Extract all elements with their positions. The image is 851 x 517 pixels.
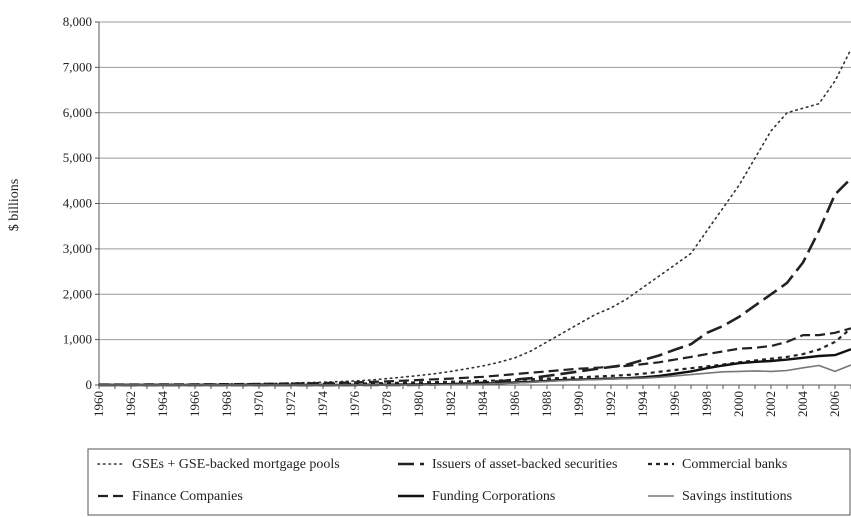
y-tick-label: 5,000	[63, 150, 92, 165]
x-tick-label: 1986	[507, 391, 522, 418]
x-tick-label: 1984	[475, 391, 490, 418]
x-tick-label: 2002	[763, 391, 778, 417]
legend-label-3: Finance Companies	[132, 489, 243, 504]
x-tick-label: 1994	[635, 391, 650, 418]
y-tick-label: 7,000	[63, 59, 92, 74]
y-axis-title: $ billions	[7, 179, 22, 232]
x-tick-label: 1988	[539, 391, 554, 417]
x-tick-label: 1978	[379, 391, 394, 417]
x-tick-label: 1972	[283, 391, 298, 417]
x-tick-label: 1962	[123, 391, 138, 417]
x-tick-label: 2000	[731, 391, 746, 417]
x-tick-label: 1982	[443, 391, 458, 417]
x-tick-label: 1970	[251, 391, 266, 417]
x-tick-label: 1996	[667, 391, 682, 418]
series-line-0	[98, 48, 851, 386]
x-axis: 1960 1962 1964 1966 1968 1970 1972 1974 1976 1978…	[91, 384, 851, 418]
y-tick-label: 1,000	[63, 332, 92, 347]
plot-area	[98, 48, 851, 387]
x-tick-label: 1968	[219, 391, 234, 417]
x-tick-label: 2006	[827, 391, 842, 418]
y-tick-label: 2,000	[63, 286, 92, 301]
y-axis: 0 1,000 2,000 3,000 4,000 5,000 6,000 7,000 8,00…	[63, 14, 100, 392]
series-line-5	[99, 364, 851, 386]
x-tick-label: 1998	[699, 391, 714, 417]
x-tick-label: 1966	[187, 391, 202, 418]
x-tick-label: 1992	[603, 391, 618, 417]
legend-label-5: Savings institutions	[682, 489, 792, 504]
legend-box	[87, 448, 851, 516]
x-tick-label: 1990	[571, 391, 586, 417]
legend-label-4: Funding Corporations	[432, 489, 555, 504]
gridlines	[99, 21, 851, 341]
legend-label-0: GSEs + GSE-backed mortgage pools	[132, 457, 340, 472]
y-tick-label: 6,000	[63, 105, 92, 120]
x-tick-label: 1974	[315, 391, 330, 418]
x-tick-label: 1980	[411, 391, 426, 417]
x-tick-label: 1964	[155, 391, 170, 418]
y-tick-label: 4,000	[63, 196, 92, 211]
series-line-3	[99, 327, 851, 386]
legend: GSEs + GSE-backed mortgage pools Issuers …	[87, 448, 851, 516]
y-tick-label: 8,000	[63, 14, 92, 29]
x-tick-label: 1960	[91, 391, 106, 417]
legend-label-2: Commercial banks	[682, 457, 787, 472]
legend-label-1: Issuers of asset-backed securities	[432, 457, 617, 472]
y-tick-label: 0	[86, 377, 93, 392]
series-line-4	[99, 348, 851, 387]
x-tick-label: 1976	[347, 391, 362, 418]
series-line-1	[99, 177, 851, 387]
y-tick-label: 3,000	[63, 241, 92, 256]
x-tick-label: 2004	[795, 391, 810, 418]
